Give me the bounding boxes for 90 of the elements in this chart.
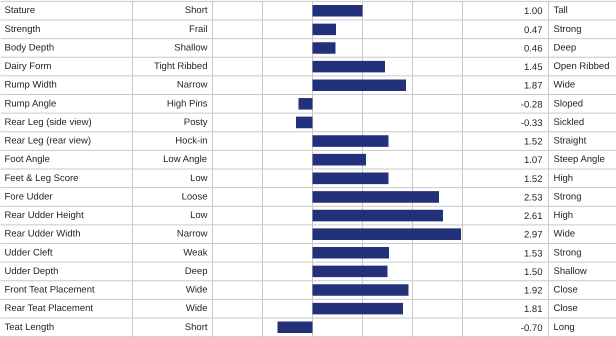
bar xyxy=(312,191,439,203)
text: Tight Ribbed xyxy=(154,61,208,72)
text: Deep xyxy=(554,42,576,54)
bar xyxy=(312,42,336,54)
y-tick-label: Front Teat Placement xyxy=(4,284,95,296)
bar xyxy=(298,98,312,110)
text: Wide xyxy=(554,228,576,240)
bar xyxy=(312,4,362,17)
bar xyxy=(312,210,443,222)
data-label: 1.52 xyxy=(524,136,543,148)
data-label: 2.97 xyxy=(524,230,543,241)
y-tick-label: Rear Udder Height xyxy=(4,210,84,222)
text: Narrow xyxy=(176,80,208,91)
text: Low xyxy=(190,210,208,222)
data-label: 0.46 xyxy=(524,43,543,54)
text: High xyxy=(554,210,574,222)
bar xyxy=(312,284,408,296)
bar xyxy=(312,266,388,278)
bar xyxy=(312,228,461,240)
text: Frail xyxy=(189,24,208,35)
text: Wide xyxy=(186,284,208,296)
bar xyxy=(278,321,312,334)
text: Close xyxy=(554,284,578,296)
bar xyxy=(312,79,406,91)
y-tick-label: Rear Teat Placement xyxy=(4,303,94,314)
y-tick-label: Rear Udder Width xyxy=(4,228,81,240)
data-label: 1.07 xyxy=(524,155,543,166)
bar xyxy=(312,247,389,259)
text: Shallow xyxy=(174,42,208,54)
text: Hock-in xyxy=(175,136,208,147)
y-tick-label: Foot Angle xyxy=(4,154,50,166)
bar xyxy=(312,135,388,147)
data-label: -0.70 xyxy=(520,322,543,334)
text: Wide xyxy=(554,80,576,91)
data-label: 2.61 xyxy=(524,211,543,222)
bar xyxy=(312,60,385,72)
data-label: -0.33 xyxy=(520,118,543,129)
text: Shallow xyxy=(554,266,587,277)
text: Long xyxy=(554,322,575,333)
text: Close xyxy=(554,303,578,314)
text: Strong xyxy=(554,191,582,202)
data-label: 0.47 xyxy=(524,24,543,36)
text: Straight xyxy=(554,136,587,147)
text: High xyxy=(554,172,574,184)
y-tick-label: Rear Leg (side view) xyxy=(4,116,92,128)
text: Low Angle xyxy=(163,154,207,166)
text: Short xyxy=(184,5,208,16)
text: Sloped xyxy=(554,98,584,110)
text: Open Ribbed xyxy=(554,61,610,72)
y-tick-label: Udder Depth xyxy=(4,266,58,277)
y-tick-label: Dairy Form xyxy=(4,61,52,72)
data-label: 1.81 xyxy=(524,304,543,316)
text: Wide xyxy=(186,303,208,314)
data-label: -0.28 xyxy=(520,99,543,110)
y-tick-label: Stature xyxy=(4,5,36,16)
data-label: 1.00 xyxy=(524,6,543,18)
data-label: 1.53 xyxy=(524,248,543,260)
text: Loose xyxy=(182,191,208,202)
bar xyxy=(312,302,403,314)
bar xyxy=(296,116,312,128)
text: Weak xyxy=(183,247,208,258)
text: Posty xyxy=(184,116,208,128)
y-tick-label: Strength xyxy=(4,24,40,35)
y-tick-label: Fore Udder xyxy=(4,191,53,202)
text: Steep Angle xyxy=(554,154,605,166)
y-tick-label: Feet & Leg Score xyxy=(4,172,78,184)
text: Deep xyxy=(184,266,208,277)
data-label: 1.52 xyxy=(524,174,543,185)
data-label: 1.45 xyxy=(524,62,543,74)
text: Strong xyxy=(554,247,582,258)
y-tick-label: Body Depth xyxy=(4,42,54,54)
y-tick-label: Rump Angle xyxy=(4,98,56,110)
text: High Pins xyxy=(166,98,208,110)
y-tick-label: Teat Length xyxy=(4,322,54,333)
data-label: 1.50 xyxy=(524,266,543,278)
text: Narrow xyxy=(176,228,208,240)
bar xyxy=(312,172,388,184)
text: Tall xyxy=(554,5,568,16)
data-label: 2.53 xyxy=(524,192,543,204)
data-label: 1.87 xyxy=(524,80,543,92)
text: Sickled xyxy=(554,116,584,128)
text: Low xyxy=(190,172,208,184)
y-tick-label: Rear Leg (rear view) xyxy=(4,136,92,147)
y-tick-label: Rump Width xyxy=(4,80,57,91)
text: Strong xyxy=(554,24,582,35)
bar xyxy=(312,24,336,36)
bar xyxy=(312,154,366,166)
text: Short xyxy=(184,322,208,333)
data-label: 1.92 xyxy=(524,286,543,297)
y-tick-label: Udder Cleft xyxy=(4,247,53,258)
